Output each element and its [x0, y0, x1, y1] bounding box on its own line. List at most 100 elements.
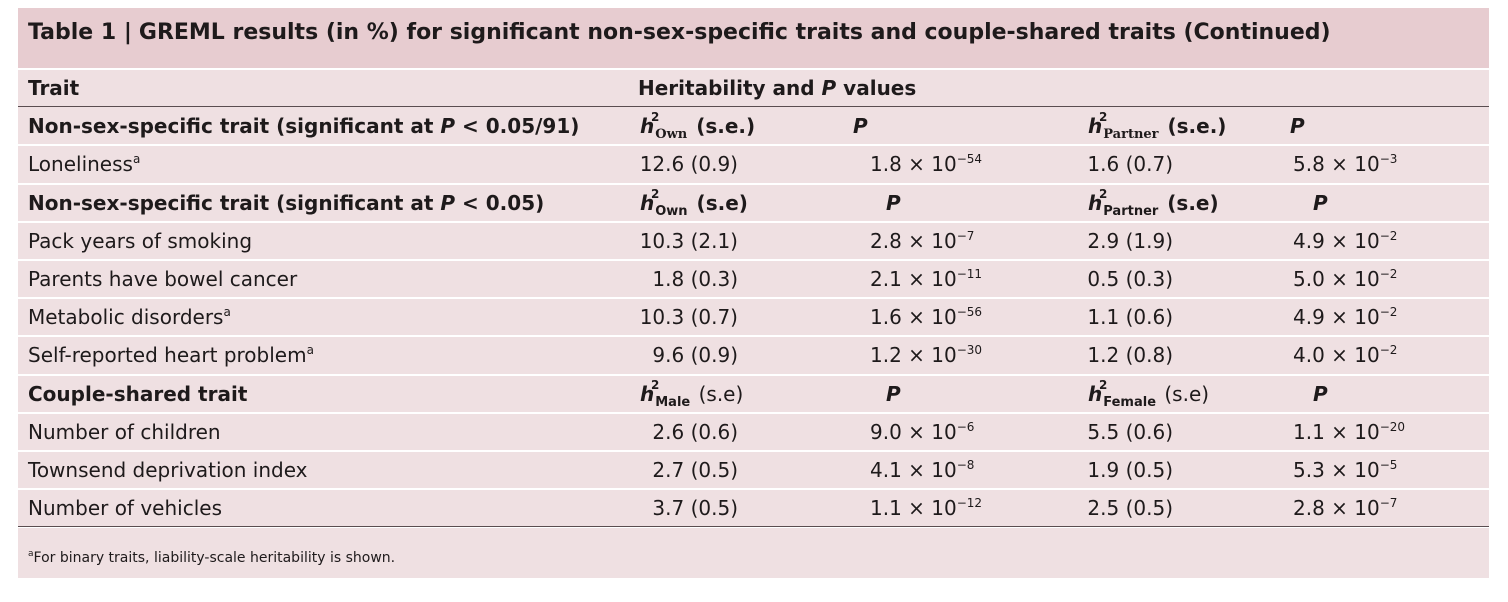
p2-value: 5.3 × 10−5 — [1293, 458, 1397, 482]
row-separator — [18, 335, 1489, 338]
p-mantissa: 2.8 × 10 — [870, 228, 957, 253]
trait-label: Pack years of smoking — [28, 228, 253, 253]
p2-value: 4.9 × 10−2 — [1293, 305, 1397, 329]
se-label: (s.e) — [1164, 381, 1210, 406]
header-rule — [18, 106, 1489, 108]
results-table: Table 1 | GREML results (in %) for signi… — [18, 8, 1489, 578]
trait-name: Self-reported heart problema — [28, 343, 314, 367]
p-mantissa: 5.0 × 10 — [1293, 267, 1380, 291]
h-squared-symbol: h 2 Male — [640, 378, 692, 410]
p1-value: 2.8 × 10−7 — [870, 229, 974, 253]
h-squared-symbol: h 2 Partner — [1088, 110, 1161, 142]
table-footnote: aFor binary traits, liability-scale heri… — [28, 548, 395, 568]
h2-value: 1.9 (0.5) — [1087, 458, 1173, 482]
section-heading: Non-sex-specific trait (significant at P… — [28, 114, 580, 139]
p-mantissa: 1.2 × 10 — [870, 343, 957, 368]
row-separator — [18, 220, 1489, 223]
p1-value: 1.1 × 10−12 — [870, 496, 982, 520]
p-symbol: P — [440, 190, 456, 215]
squared-mark: 2 — [1099, 110, 1108, 125]
h-squared-symbol: h 2 Partner — [1088, 187, 1160, 219]
h1-value: 1.8 (0.3) — [652, 267, 738, 291]
h1-value: 10.3 (2.1) — [639, 228, 738, 253]
p2-value: 1.1 × 10−20 — [1293, 420, 1405, 444]
trait-name: Number of vehicles — [28, 496, 222, 520]
p-mantissa: 1.8 × 10 — [870, 152, 957, 177]
trait-name: Parents have bowel cancer — [28, 267, 297, 291]
column-header-h1: h 2 Own (s.e.) — [640, 110, 756, 142]
trait-label: Loneliness — [28, 152, 133, 177]
column-header-h2: h 2 Female (s.e) — [1088, 378, 1210, 410]
p-exponent: −30 — [956, 343, 983, 358]
h1-symbol-label: h 2 Male (s.e) — [640, 378, 743, 410]
column-header-p1: P — [886, 381, 901, 406]
h2-value: 2.9 (1.9) — [1087, 228, 1173, 253]
se-label: (s.e.) — [1167, 114, 1227, 139]
h1-value: 2.6 (0.6) — [652, 419, 738, 444]
column-header-trait: Trait — [28, 76, 80, 100]
table-title: Table 1 | GREML results (in %) for signi… — [28, 18, 1331, 48]
p-exponent: −54 — [956, 152, 983, 167]
p1-value: 1.6 × 10−56 — [870, 305, 982, 329]
footnote-text: For binary traits, liability-scale herit… — [33, 550, 396, 566]
p-exponent: −2 — [1379, 267, 1398, 281]
se-label: (s.e.) — [696, 114, 756, 139]
trait-label: Metabolic disorders — [28, 305, 224, 330]
column-header-p1: P — [886, 190, 901, 215]
trait-name: Pack years of smoking — [28, 229, 252, 253]
column-header-h2: h 2 Partner (s.e) — [1088, 187, 1219, 219]
h2-value: 1.6 (0.7) — [1087, 152, 1173, 177]
h-squared-symbol: h 2 Own — [640, 110, 689, 142]
p-mantissa: 2.1 × 10 — [870, 267, 957, 291]
h2-symbol-label: h 2 Partner (s.e) — [1088, 187, 1219, 219]
row-separator — [18, 488, 1489, 491]
squared-mark: 2 — [1099, 186, 1108, 201]
p1-value: 9.0 × 10−6 — [870, 420, 974, 444]
p-exponent: −2 — [1379, 228, 1398, 243]
trait-name: Townsend deprivation index — [28, 458, 308, 482]
subscript: Male — [655, 394, 691, 410]
trait-label: Parents have bowel cancer — [28, 267, 298, 291]
p1-value: 1.2 × 10−30 — [870, 343, 982, 367]
p-exponent: −7 — [956, 228, 975, 243]
column-header-h1: h 2 Own (s.e) — [640, 187, 748, 219]
h1-value: 2.7 (0.5) — [652, 458, 738, 482]
h2-symbol-label: h 2 Female (s.e) — [1088, 378, 1210, 410]
p-mantissa: 2.8 × 10 — [1293, 496, 1380, 521]
bottom-rule — [18, 526, 1489, 528]
p2-value: 5.0 × 10−2 — [1293, 267, 1397, 291]
p-exponent: −20 — [1379, 419, 1406, 434]
row-separator — [18, 297, 1489, 300]
footnote-mark: a — [223, 305, 231, 320]
squared-mark: 2 — [651, 377, 660, 392]
table-title-band: Table 1 | GREML results (in %) for signi… — [18, 8, 1489, 68]
row-separator — [18, 373, 1489, 376]
column-header-heritability: Heritability and P values — [638, 76, 917, 100]
footnote-mark: a — [306, 343, 314, 358]
p-mantissa: 4.9 × 10 — [1293, 305, 1380, 330]
table-label: Table 1 | — [28, 20, 132, 45]
row-separator — [18, 450, 1489, 452]
h-squared-symbol: h 2 Own — [640, 187, 690, 219]
p-exponent: −6 — [956, 419, 975, 434]
p-exponent: −56 — [956, 305, 983, 320]
h-squared-symbol: h 2 Female — [1088, 378, 1158, 410]
p-mantissa: 4.9 × 10 — [1293, 228, 1380, 253]
row-separator — [18, 259, 1489, 261]
p-exponent: −7 — [1379, 496, 1398, 511]
h2-value: 0.5 (0.3) — [1087, 267, 1173, 291]
column-header-p1: P — [853, 114, 868, 139]
h2-value: 2.5 (0.5) — [1087, 496, 1173, 521]
squared-mark: 2 — [1099, 377, 1108, 392]
h1-symbol-label: h 2 Own (s.e.) — [640, 110, 756, 142]
p2-value: 4.0 × 10−2 — [1293, 343, 1397, 367]
h1-symbol-label: h 2 Own (s.e) — [640, 187, 748, 219]
p1-value: 2.1 × 10−11 — [870, 267, 982, 291]
p-mantissa: 1.1 × 10 — [1293, 419, 1380, 444]
h2-symbol-label: h 2 Partner (s.e.) — [1088, 110, 1227, 142]
p1-value: 4.1 × 10−8 — [870, 458, 974, 482]
se-label: (s.e) — [1167, 190, 1219, 215]
squared-mark: 2 — [651, 186, 660, 201]
p-mantissa: 5.3 × 10 — [1293, 458, 1380, 482]
p-exponent: −2 — [1379, 305, 1398, 320]
